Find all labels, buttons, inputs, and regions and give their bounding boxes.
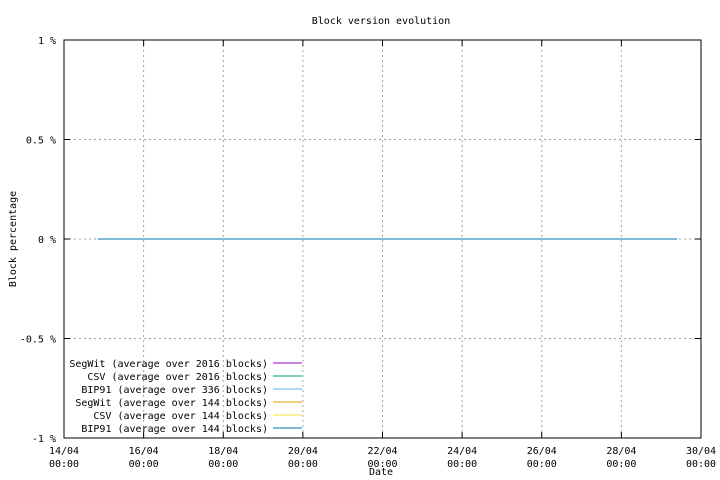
x-tick-label: 30/04 00:00	[686, 446, 716, 470]
legend-label: CSV (average over 2016 blocks)	[87, 372, 268, 383]
x-tick-label: 18/04 00:00	[208, 446, 238, 470]
x-tick-label: 14/04 00:00	[49, 446, 79, 470]
legend-label: SegWit (average over 144 blocks)	[75, 398, 268, 409]
legend-label: BIP91 (average over 144 blocks)	[81, 424, 268, 435]
x-tick-label: 26/04 00:00	[527, 446, 557, 470]
legend-label: BIP91 (average over 336 blocks)	[81, 385, 268, 396]
legend-label: CSV (average over 144 blocks)	[93, 411, 268, 422]
y-tick-label: 1 %	[38, 36, 56, 47]
x-tick-label: 22/04 00:00	[367, 446, 397, 470]
legend-label: SegWit (average over 2016 blocks)	[69, 359, 268, 370]
y-tick-label: -1 %	[32, 434, 56, 445]
y-axis-label: Block percentage	[8, 191, 19, 287]
x-tick-label: 20/04 00:00	[288, 446, 318, 470]
y-tick-label: 0 %	[38, 235, 56, 246]
y-tick-label: -0.5 %	[20, 335, 56, 346]
x-tick-label: 16/04 00:00	[129, 446, 159, 470]
plot-border	[63, 39, 702, 439]
x-tick-label: 28/04 00:00	[606, 446, 636, 470]
x-tick-label: 24/04 00:00	[447, 446, 477, 470]
chart-title: Block version evolution	[312, 16, 450, 27]
y-tick-label: 0.5 %	[26, 136, 56, 147]
x-axis-label: Date	[369, 467, 393, 478]
